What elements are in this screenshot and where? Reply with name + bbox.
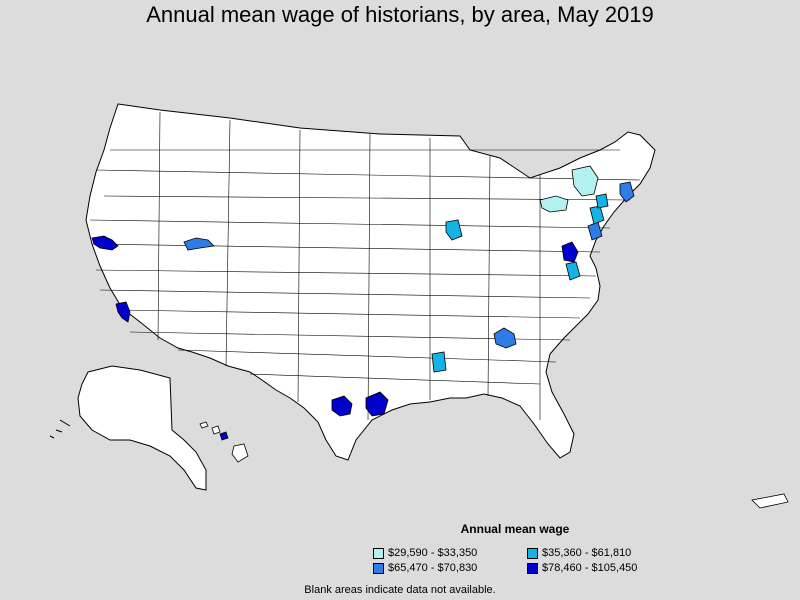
map-title: Annual mean wage of historians, by area,… bbox=[146, 2, 654, 27]
area-chicago bbox=[445, 219, 463, 241]
footnote: Blank areas indicate data not available. bbox=[304, 584, 496, 596]
legend-swatch-2 bbox=[527, 547, 538, 559]
area-pennsylvania-east bbox=[589, 205, 605, 225]
area-atlanta bbox=[493, 327, 517, 349]
legend-label-1: $29,590 - $33,350 bbox=[388, 547, 478, 559]
county-borders bbox=[89, 111, 641, 421]
hawaii-islands bbox=[199, 421, 249, 463]
area-upstate-new-york bbox=[571, 165, 599, 197]
legend-label-2: $35,360 - $61,810 bbox=[542, 547, 632, 559]
legend-swatch-4 bbox=[527, 562, 538, 574]
puerto-rico bbox=[751, 493, 789, 509]
area-houston bbox=[365, 391, 389, 417]
contiguous-us-landmass bbox=[85, 103, 656, 461]
legend-item-4: $78,460 - $105,450 bbox=[527, 562, 637, 574]
legend-title: Annual mean wage bbox=[460, 522, 570, 536]
area-salt-lake bbox=[183, 237, 215, 251]
legend-item-2: $35,360 - $61,810 bbox=[527, 547, 631, 559]
legend-label-3: $65,470 - $70,830 bbox=[388, 562, 478, 574]
area-mississippi bbox=[431, 351, 447, 373]
area-western-new-york bbox=[539, 195, 569, 213]
legend-label-4: $78,460 - $105,450 bbox=[542, 562, 638, 574]
alaska-landmass bbox=[77, 365, 207, 491]
area-los-angeles bbox=[115, 301, 131, 323]
area-austin bbox=[331, 395, 353, 417]
legend-swatch-3 bbox=[373, 562, 384, 574]
area-washington-dc bbox=[561, 241, 579, 263]
area-virginia bbox=[565, 261, 581, 281]
area-boston bbox=[619, 181, 635, 203]
legend-item-3: $65,470 - $70,830 bbox=[373, 562, 477, 574]
area-hawaii-honolulu bbox=[219, 431, 229, 441]
area-new-york-south bbox=[595, 193, 609, 209]
legend-item-1: $29,590 - $33,350 bbox=[373, 547, 477, 559]
area-san-francisco bbox=[91, 235, 119, 251]
legend-swatch-1 bbox=[373, 547, 384, 559]
alaska-aleutians bbox=[49, 419, 71, 439]
